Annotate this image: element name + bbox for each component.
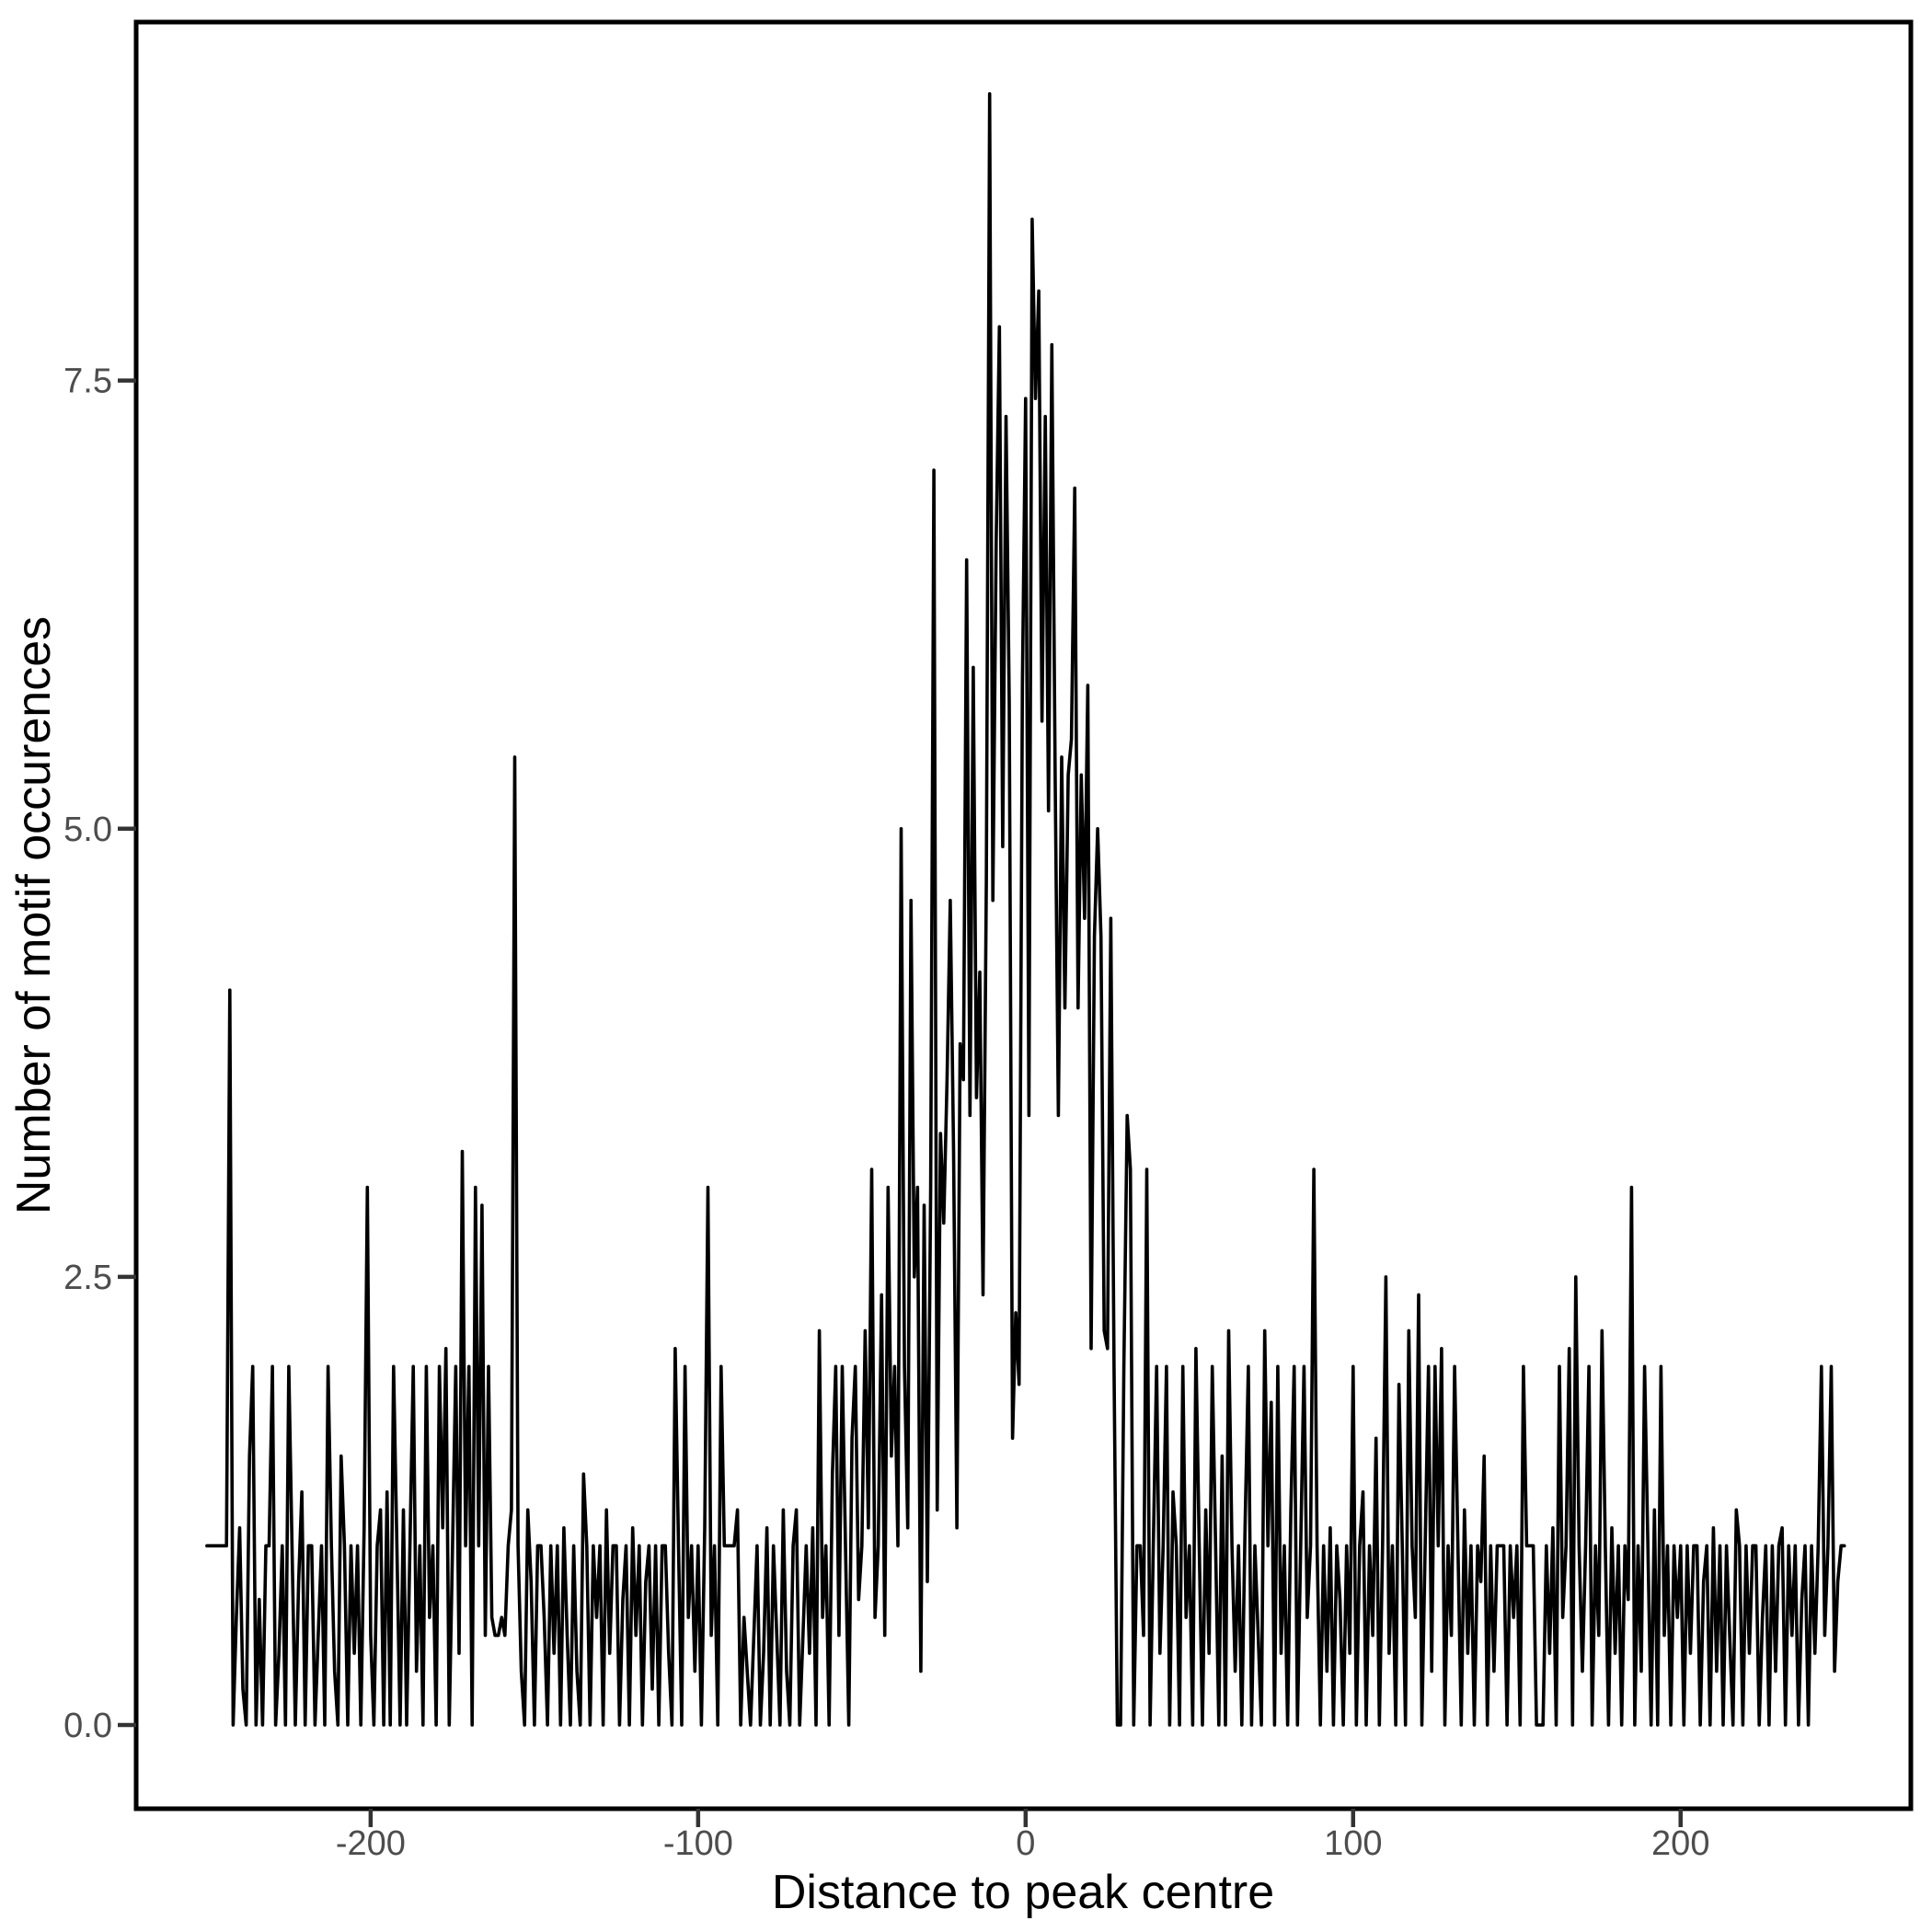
- data-line: [205, 92, 1846, 1727]
- x-tick-label: -200: [336, 1824, 406, 1863]
- y-tick-label: 7.5: [63, 362, 112, 401]
- y-axis-title: Number of motif occurences: [7, 616, 61, 1214]
- x-tick-label: 100: [1324, 1824, 1382, 1863]
- y-tick-label: 2.5: [63, 1259, 112, 1297]
- x-tick-label: 0: [1016, 1824, 1035, 1863]
- x-axis-ticks: -200 -100 0 100 200: [336, 1809, 1709, 1863]
- x-tick-label: 200: [1651, 1824, 1709, 1863]
- y-axis-ticks: 0.0 2.5 5.0 7.5: [63, 362, 136, 1745]
- x-axis-title: Distance to peak centre: [772, 1866, 1274, 1919]
- plot-panel: [133, 19, 1914, 1811]
- y-tick-label: 5.0: [63, 811, 112, 849]
- x-tick-label: -100: [663, 1824, 733, 1863]
- y-tick-label: 0.0: [63, 1707, 112, 1745]
